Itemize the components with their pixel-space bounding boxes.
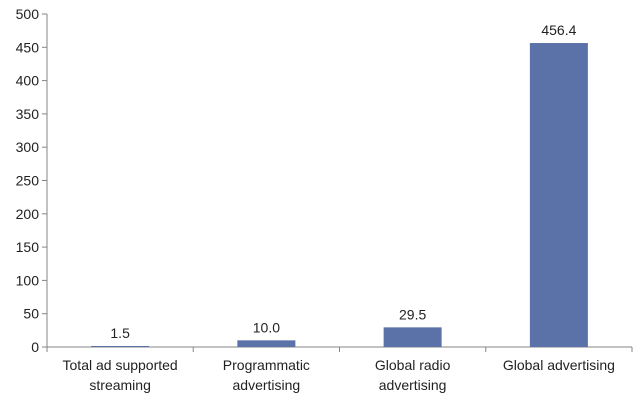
y-tick-label: 0: [31, 339, 39, 355]
x-category-label-line: advertising: [233, 377, 301, 393]
x-category-label-line: Global advertising: [503, 357, 615, 373]
y-tick-label: 300: [16, 139, 40, 155]
data-label: 29.5: [399, 306, 426, 322]
data-label: 10.0: [253, 319, 280, 335]
x-category-label-line: Total ad supported: [63, 357, 178, 373]
y-tick-label: 450: [16, 39, 40, 55]
data-label: 456.4: [541, 22, 576, 38]
bar: [237, 340, 296, 347]
x-category-label: Global radio advertising: [375, 357, 451, 393]
bar: [91, 346, 150, 347]
y-tick-label: 200: [16, 206, 40, 222]
y-tick-label: 150: [16, 239, 40, 255]
labels: 1.5 Total ad supported streaming 10.0 Progra…: [63, 22, 615, 393]
bar: [383, 327, 442, 347]
y-tick-label: 50: [23, 306, 39, 322]
bar: [529, 43, 588, 348]
y-tick-label: 350: [16, 106, 40, 122]
x-category-label-line: advertising: [379, 377, 447, 393]
x-category-label: Global advertising: [503, 357, 615, 373]
y-tick-label: 250: [16, 173, 40, 189]
data-label: 1.5: [110, 325, 130, 341]
bars: [91, 43, 588, 348]
y-tick-label: 100: [16, 272, 40, 288]
y-tick-label: 400: [16, 73, 40, 89]
x-category-label: Programmatic advertising: [223, 357, 310, 393]
axes: 0 50 100 150 200 250 300 350 400 450 500: [16, 6, 633, 355]
x-category-label-line: Global radio: [375, 357, 451, 373]
y-tick-label: 500: [16, 6, 40, 22]
x-category-label-line: streaming: [89, 377, 150, 393]
x-category-label-line: Programmatic: [223, 357, 310, 373]
x-category-label: Total ad supported streaming: [63, 357, 178, 393]
